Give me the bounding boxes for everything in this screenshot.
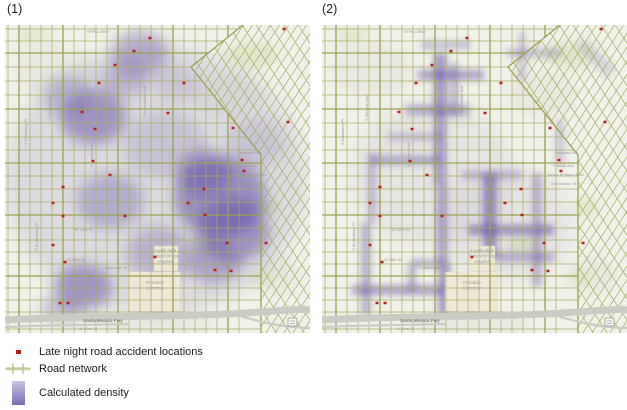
svg-text:Leeward Ave: Leeward Ave — [238, 150, 262, 155]
scale-icon — [287, 317, 298, 327]
panel1-label: (1) — [7, 2, 23, 16]
svg-text:S Normandie Ave: S Normandie Ave — [142, 85, 147, 117]
density-swatch-icon — [11, 381, 25, 405]
legend-label-density: Calculated density — [39, 387, 129, 399]
svg-text:Angeles: Angeles — [474, 259, 489, 264]
accident-points-layer — [51, 27, 290, 305]
legend-label-roads: Road network — [39, 362, 107, 375]
svg-text:Rosedale: Rosedale — [146, 280, 164, 285]
street-label-layer: W Pico Blvd W 12th St W 15th St Cambridge S… — [340, 29, 584, 331]
svg-text:W 15th St: W 15th St — [67, 257, 85, 262]
freeway-label: Santa Monica Fwy — [400, 318, 440, 323]
svg-text:S Hobart Blvd: S Hobart Blvd — [89, 142, 94, 167]
svg-text:Francis Ave: Francis Ave — [236, 163, 258, 168]
svg-text:S Normandie Ave: S Normandie Ave — [459, 85, 464, 117]
road-grid-orthogonal — [322, 25, 578, 333]
svg-text:W Pico Blvd: W Pico Blvd — [404, 29, 426, 34]
svg-text:James M Wood Blvd: James M Wood Blvd — [230, 172, 267, 177]
street-label-layer: W Pico Blvd W 12th St W 15th St Cambridge S… — [23, 29, 267, 331]
svg-text:Loyola High: Loyola High — [471, 248, 494, 253]
svg-text:Loyola High: Loyola High — [154, 248, 177, 253]
svg-text:Leeward Ave: Leeward Ave — [555, 150, 579, 155]
panel2-label: (2) — [322, 2, 338, 16]
district-boundary-road — [507, 25, 579, 333]
svg-text:S Gramercy Pl: S Gramercy Pl — [340, 119, 345, 145]
svg-text:W 12th St: W 12th St — [75, 227, 93, 232]
svg-text:Angeles: Angeles — [157, 259, 172, 264]
svg-text:W 15th St: W 15th St — [384, 257, 402, 262]
land-parcel-layer — [127, 245, 181, 312]
scale-icon — [604, 317, 615, 327]
svg-text:S Western Ave: S Western Ave — [47, 94, 52, 121]
svg-text:School Of Los: School Of Los — [469, 254, 495, 259]
svg-text:S Gramercy Pl: S Gramercy Pl — [23, 119, 28, 145]
freeway-layer — [322, 305, 627, 330]
svg-text:W 23rd St: W 23rd St — [396, 326, 415, 331]
legend: Late night road accident locations Road … — [0, 344, 320, 407]
svg-text:S Hobart Blvd: S Hobart Blvd — [406, 142, 411, 167]
accident-marker-icon — [15, 350, 21, 354]
road-network-icon — [5, 363, 31, 374]
map-panel-2-network-density: W Pico Blvd W 12th St W 15th St Cambridge S… — [322, 25, 627, 333]
freeway-label: Santa Monica Fwy — [83, 318, 123, 323]
svg-text:Cambridge St: Cambridge St — [103, 265, 128, 270]
svg-text:S St Andrews Pl: S St Andrews Pl — [351, 222, 356, 251]
svg-text:James M Wood Blvd: James M Wood Blvd — [547, 172, 584, 177]
legend-label-accidents: Late night road accident locations — [39, 346, 203, 358]
svg-text:Francis Ave: Francis Ave — [553, 163, 575, 168]
legend-item-road-network: Road network — [0, 360, 320, 377]
svg-text:San Marino St: San Marino St — [551, 181, 577, 186]
legend-item-accidents: Late night road accident locations — [0, 344, 320, 360]
accident-points-layer — [368, 27, 607, 305]
map-panel-1-kernel-density: W Pico Blvd W 12th St W 15th St Cambridge S… — [5, 25, 310, 333]
district-boundary-road — [190, 25, 262, 333]
svg-text:Cemetery: Cemetery — [146, 286, 165, 291]
svg-text:Cambridge St: Cambridge St — [420, 265, 445, 270]
svg-text:W 23rd St: W 23rd St — [79, 326, 98, 331]
svg-text:S St Andrews Pl: S St Andrews Pl — [34, 222, 39, 251]
svg-text:School Of Los: School Of Los — [152, 254, 178, 259]
svg-text:San Marino St: San Marino St — [234, 181, 260, 186]
svg-text:S Western Ave: S Western Ave — [364, 94, 369, 121]
legend-item-density: Calculated density — [0, 379, 320, 407]
svg-text:W 12th St: W 12th St — [392, 227, 410, 232]
freeway-layer — [5, 305, 310, 330]
svg-text:Rosedale: Rosedale — [463, 280, 481, 285]
svg-text:W Pico Blvd: W Pico Blvd — [87, 29, 109, 34]
svg-text:Cemetery: Cemetery — [463, 286, 482, 291]
land-parcel-layer — [444, 245, 498, 312]
